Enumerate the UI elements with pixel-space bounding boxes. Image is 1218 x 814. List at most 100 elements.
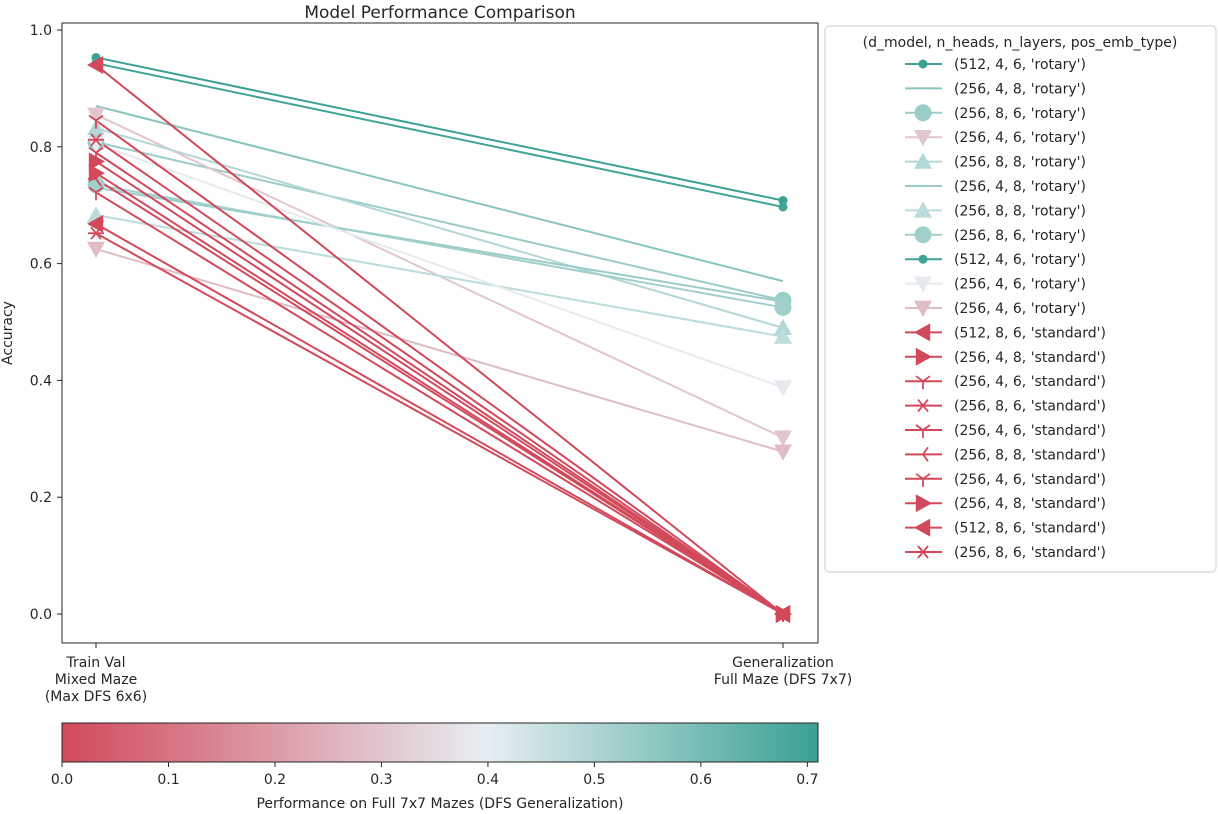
legend-item: (256, 8, 8, 'rotary'): [905, 201, 1086, 219]
data-point: [87, 136, 105, 153]
legend-item: (256, 8, 8, 'rotary'): [905, 152, 1086, 171]
legend-marker: [915, 347, 932, 366]
data-point: [87, 241, 105, 258]
legend-item: (256, 4, 6, 'standard'): [905, 374, 1106, 390]
data-point: [774, 430, 792, 447]
x-tick-label: Train Val Mixed Maze (Max DFS 6x6): [45, 655, 147, 705]
colorbar-tick-label: 0.7: [796, 772, 818, 788]
legend-marker: [915, 446, 929, 462]
colorbar-tick-label: 0.5: [583, 772, 605, 788]
data-point: [88, 133, 104, 147]
colorbar: 0.0 0.1 0.2 0.3 0.4 0.5 0.6 0.7 Performance on …: [51, 722, 819, 812]
data-point: [774, 444, 792, 461]
legend-item: (256, 8, 6, 'rotary'): [905, 104, 1086, 122]
legend-marker: [915, 494, 932, 513]
plot-area: 0.0 0.2 0.4 0.6 0.8 1.0 Train Val Mixed Maze (M…: [30, 22, 852, 705]
legend-marker: [914, 104, 932, 122]
data-point: [87, 56, 104, 75]
legend-item: (256, 4, 6, 'rotary'): [905, 276, 1086, 293]
data-point: [88, 164, 105, 183]
legend-item: (256, 4, 6, 'standard'): [905, 472, 1106, 488]
data-point: [88, 146, 104, 161]
data-point: [778, 202, 788, 212]
legend-label: (256, 4, 6, 'standard'): [954, 472, 1106, 488]
legend-label: (512, 4, 6, 'rotary'): [954, 57, 1086, 73]
legend-marker: [915, 375, 931, 390]
legend-item: (512, 4, 6, 'rotary'): [905, 252, 1086, 268]
data-point: [774, 380, 792, 397]
series-lines: [95, 56, 784, 615]
series-markers: [87, 52, 792, 623]
x-tick-label: Generalization Full Maze (DFS 7x7): [714, 655, 852, 688]
legend-label: (256, 4, 6, 'standard'): [954, 374, 1106, 390]
colorbar-gradient: [61, 722, 819, 763]
legend-item: (512, 8, 6, 'standard'): [905, 518, 1106, 537]
legend-label: (256, 4, 6, 'rotary'): [954, 130, 1086, 146]
y-tick-label: 0.6: [30, 257, 52, 273]
legend-item: (256, 4, 6, 'standard'): [905, 423, 1106, 439]
legend-item: (512, 8, 6, 'standard'): [905, 323, 1106, 342]
legend-item: (512, 4, 6, 'rotary'): [905, 57, 1086, 73]
legend-label: (256, 8, 6, 'standard'): [954, 399, 1106, 415]
legend-label: (512, 8, 6, 'standard'): [954, 325, 1106, 341]
legend-marker: [914, 323, 931, 342]
data-point: [87, 107, 105, 124]
legend-label: (256, 4, 6, 'rotary'): [954, 301, 1086, 317]
series-line: [95, 214, 784, 338]
legend-item: (256, 4, 6, 'rotary'): [905, 130, 1086, 147]
series-line: [95, 223, 784, 615]
series-line: [95, 248, 784, 453]
data-point: [774, 298, 792, 316]
legend-label: (256, 8, 8, 'rotary'): [954, 155, 1086, 171]
colorbar-ticks: 0.0 0.1 0.2 0.3 0.4 0.5 0.6 0.7: [51, 762, 818, 788]
data-point: [775, 607, 791, 621]
series-line: [95, 142, 784, 389]
legend: (d_model, n_heads, n_layers, pos_emb_typ…: [824, 25, 1217, 573]
y-axis: 0.0 0.2 0.4 0.6 0.8 1.0: [30, 23, 62, 623]
legend-marker: [914, 276, 932, 293]
series-line: [95, 191, 784, 615]
legend-marker: [918, 254, 928, 264]
legend-label: (256, 8, 6, 'rotary'): [954, 106, 1086, 122]
series-line: [95, 160, 784, 615]
y-tick-label: 0.2: [30, 490, 52, 506]
legend-marker: [914, 300, 932, 317]
y-tick-label: 1.0: [30, 23, 52, 39]
series-line: [95, 183, 784, 309]
series-line: [95, 64, 784, 615]
series-line: [95, 104, 784, 283]
legend-marker: [915, 473, 931, 487]
y-tick-label: 0.0: [30, 607, 52, 623]
legend-marker: [915, 424, 931, 438]
y-tick-label: 0.8: [30, 140, 52, 156]
data-point: [88, 114, 104, 129]
legend-marker: [915, 399, 931, 413]
y-tick-label: 0.4: [30, 373, 52, 389]
colorbar-label: Performance on Full 7x7 Mazes (DFS Gener…: [256, 796, 623, 812]
colorbar-tick-label: 0.1: [157, 772, 179, 788]
legend-item: (256, 4, 8, 'standard'): [905, 347, 1106, 366]
legend-marker: [914, 518, 931, 537]
data-point: [88, 186, 104, 201]
legend-item: (256, 4, 8, 'rotary'): [905, 81, 1086, 97]
series-line: [95, 172, 784, 615]
legend-item: (256, 4, 8, 'rotary'): [905, 179, 1086, 195]
y-axis-label: Accuracy: [0, 301, 16, 365]
legend-item: (256, 8, 8, 'standard'): [905, 446, 1106, 463]
chart-title: Model Performance Comparison: [304, 3, 575, 23]
legend-label: (256, 8, 6, 'rotary'): [954, 228, 1086, 244]
legend-item: (256, 8, 6, 'standard'): [905, 545, 1106, 561]
legend-label: (256, 4, 8, 'standard'): [954, 496, 1106, 512]
legend-label: (256, 4, 8, 'rotary'): [954, 179, 1086, 195]
legend-marker: [914, 130, 932, 147]
legend-marker: [918, 59, 928, 69]
legend-title: (d_model, n_heads, n_layers, pos_emb_typ…: [863, 35, 1178, 51]
colorbar-tick-label: 0.2: [264, 772, 286, 788]
colorbar-tick-label: 0.4: [477, 772, 499, 788]
legend-marker: [914, 201, 932, 218]
legend-label: (256, 4, 6, 'rotary'): [954, 277, 1086, 293]
legend-item: (256, 4, 8, 'standard'): [905, 494, 1106, 513]
legend-label: (256, 4, 8, 'standard'): [954, 350, 1106, 366]
legend-items: (512, 4, 6, 'rotary') (256, 4, 8, 'rotary…: [905, 57, 1106, 561]
